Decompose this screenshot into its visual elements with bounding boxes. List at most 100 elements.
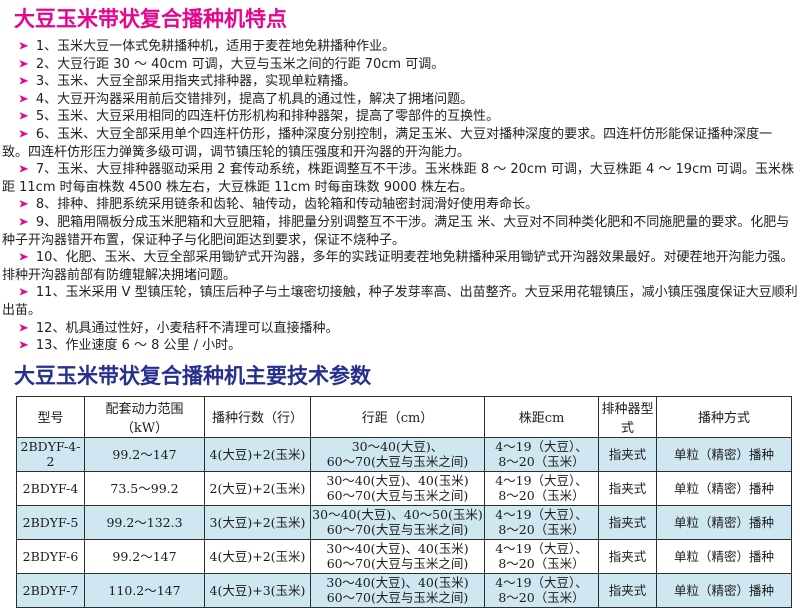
cell-model: 2BDYF-6 <box>16 538 85 574</box>
cell-power: 99.2～132.3 <box>84 504 205 540</box>
feature-text: 13、作业速度 6 ～ 8 公里 / 小时。 <box>35 338 242 354</box>
arrow-bullet-icon: ➤ <box>18 286 29 300</box>
arrow-bullet-icon: ➤ <box>18 39 29 54</box>
feature-text: 9、肥箱用隔板分成玉米肥箱和大豆肥箱，排肥量分别调整互不干涉。满足玉 米、大豆对… <box>2 214 790 248</box>
cell-meter-type: 指夹式 <box>598 572 657 608</box>
row-spacing-line1: 30～40(大豆)、40(玉米) <box>326 541 469 557</box>
feature-item: ➤ 10、化肥、玉米、大豆全部采用锄铲式开沟器，多年的实践证明麦茬地免耕播种采用锄… <box>2 249 798 284</box>
cell-rows-config: 3(大豆)+2(玉米) <box>204 504 311 540</box>
row-spacing-line1: 30～40(大豆)、40(玉米) <box>326 575 469 591</box>
table-row: 2BDYF-5 99.2～132.3 3(大豆)+2(玉米) 30～40(大豆)… <box>16 504 792 540</box>
row-spacing-line2: 60～70(大豆与玉米之间) <box>326 488 469 504</box>
cell-model: 2BDYF-4 <box>16 470 85 506</box>
plant-spacing-line2: 8～20（玉米） <box>498 454 585 470</box>
feature-text: 6、玉米、大豆全部采用单个四连杆仿形，播种深度分别控制，满足玉米、大豆对播种深度… <box>2 126 773 160</box>
feature-item: ➤ 2、大豆行距 30 ～ 40cm 可调，大豆与玉米之间的行距 70cm 可调。 <box>2 56 798 74</box>
arrow-bullet-icon: ➤ <box>18 92 29 107</box>
cell-plant-spacing: 4～19（大豆）、 8～20（玉米） <box>484 470 599 506</box>
arrow-bullet-icon: ➤ <box>18 198 29 212</box>
col-header-meter-type: 排种器型式 <box>598 395 657 438</box>
arrow-bullet-icon: ➤ <box>18 215 29 230</box>
feature-text: 2、大豆行距 30 ～ 40cm 可调，大豆与玉米之间的行距 70cm 可调。 <box>35 56 445 72</box>
feature-item: ➤ 1、玉米大豆一体式免耕播种机，适用于麦茬地免耕播种作业。 <box>2 38 798 56</box>
cell-seed-mode: 单粒（精密）播种 <box>656 436 792 472</box>
col-header-model: 型号 <box>16 395 85 438</box>
row-spacing-line2: 60～70(大豆与玉米之间) <box>326 454 469 470</box>
cell-row-spacing: 30～40(大豆)、 60～70(大豆与玉米之间) <box>310 436 485 472</box>
plant-spacing-line2: 8～20（玉米） <box>498 590 585 606</box>
table-row: 2BDYF-4-2 99.2～147 4(大豆)+2(玉米) 30～40(大豆)… <box>16 436 792 472</box>
plant-spacing-line2: 8～20（玉米） <box>498 556 585 572</box>
plant-spacing-line1: 4～19（大豆）、 <box>495 541 588 557</box>
feature-item: ➤ 4、大豆开沟器采用前后交错排列，提高了机具的通过性，解决了拥堵问题。 <box>2 91 798 109</box>
feature-item: ➤ 6、玉米、大豆全部采用单个四连杆仿形，播种深度分别控制，满足玉米、大豆对播种深… <box>2 126 798 161</box>
col-header-row-spacing: 行距（cm） <box>310 395 485 438</box>
cell-seed-mode: 单粒（精密）播种 <box>656 504 792 540</box>
specs-title: 大豆玉米带状复合播种机主要技术参数 <box>14 363 371 388</box>
col-header-plant-spacing: 株距cm <box>484 395 599 438</box>
cell-plant-spacing: 4～19（大豆）、 8～20（玉米） <box>484 538 599 574</box>
feature-text: 10、化肥、玉米、大豆全部采用锄铲式开沟器，多年的实践证明麦茬地免耕播种采用锄铲… <box>2 250 794 283</box>
feature-text: 5、玉米、大豆采用相同的四连杆仿形机构和排种器架，提高了零部件的互换性。 <box>35 109 500 125</box>
plant-spacing-line2: 8～20（玉米） <box>498 488 585 504</box>
row-spacing-line1: 30～40(大豆)、40～50(玉米) <box>312 507 483 523</box>
plant-spacing-line1: 4～19（大豆）、 <box>495 575 588 591</box>
cell-rows-config: 4(大豆)+3(玉米) <box>204 572 311 608</box>
feature-item: ➤ 8、排种、排肥系统采用链条和齿轮、轴传动，齿轮箱和传动轴密封润滑好使用寿命长。 <box>2 196 798 214</box>
row-spacing-line2: 60～70(大豆与玉米之间) <box>326 590 469 606</box>
feature-item: ➤ 5、玉米、大豆采用相同的四连杆仿形机构和排种器架，提高了零部件的互换性。 <box>2 108 798 126</box>
cell-meter-type: 指夹式 <box>598 436 657 472</box>
feature-text: 12、机具通过性好，小麦秸秆不清理可以直接播种。 <box>35 320 339 336</box>
cell-row-spacing: 30～40(大豆)、40(玉米) 60～70(大豆与玉米之间) <box>310 538 485 574</box>
col-header-rows: 播种行数（行） <box>204 395 311 438</box>
cell-model: 2BDYF-4-2 <box>16 436 85 472</box>
cell-meter-type: 指夹式 <box>598 470 657 506</box>
col-header-power: 配套动力范围（kW） <box>84 395 205 438</box>
table-row: 2BDYF-4 73.5～99.2 2(大豆)+2(玉米) 30～40(大豆)、… <box>16 470 792 506</box>
row-spacing-line1: 30～40(大豆)、 <box>351 439 444 455</box>
cell-seed-mode: 单粒（精密）播种 <box>656 538 792 574</box>
arrow-bullet-icon: ➤ <box>18 321 29 335</box>
feature-item: ➤ 11、玉米采用 V 型镇压轮，镇压后种子与土壤密切接触，种子发芽率高、出苗整齐… <box>2 284 798 319</box>
cell-plant-spacing: 4～19（大豆）、 8～20（玉米） <box>484 504 599 540</box>
features-title: 大豆玉米带状复合播种机特点 <box>14 7 287 31</box>
feature-text: 4、大豆开沟器采用前后交错排列，提高了机具的通过性，解决了拥堵问题。 <box>35 91 474 107</box>
table-row: 2BDYF-7 110.2～147 4(大豆)+3(玉米) 30～40(大豆)、… <box>16 572 792 608</box>
row-spacing-line2: 60～70(大豆与玉米之间) <box>326 522 469 538</box>
cell-meter-type: 指夹式 <box>598 504 657 540</box>
cell-model: 2BDYF-5 <box>16 504 85 540</box>
cell-power: 99.2～147 <box>84 538 205 574</box>
specs-table: 型号 配套动力范围（kW） 播种行数（行） 行距（cm） 株距cm 排种器型式 … <box>16 395 792 608</box>
arrow-bullet-icon: ➤ <box>18 162 29 177</box>
cell-meter-type: 指夹式 <box>598 538 657 574</box>
cell-power: 99.2～147 <box>84 436 205 472</box>
cell-rows-config: 4(大豆)+2(玉米) <box>204 538 311 574</box>
cell-plant-spacing: 4～19（大豆）、 8～20（玉米） <box>484 572 599 608</box>
cell-power: 110.2～147 <box>84 572 205 608</box>
feature-text: 3、玉米、大豆全部采用指夹式排种器，实现单粒精播。 <box>35 74 357 90</box>
cell-row-spacing: 30～40(大豆)、40(玉米) 60～70(大豆与玉米之间) <box>310 572 485 608</box>
table-header-row: 型号 配套动力范围（kW） 播种行数（行） 行距（cm） 株距cm 排种器型式 … <box>16 395 792 438</box>
arrow-bullet-icon: ➤ <box>18 110 29 124</box>
cell-rows-config: 2(大豆)+2(玉米) <box>204 470 311 506</box>
cell-plant-spacing: 4～19（大豆）、 8～20（玉米） <box>484 436 599 472</box>
arrow-bullet-icon: ➤ <box>18 338 29 353</box>
arrow-bullet-icon: ➤ <box>18 250 29 265</box>
feature-text: 11、玉米采用 V 型镇压轮，镇压后种子与土壤密切接触，种子发芽率高、出苗整齐。… <box>2 285 798 318</box>
feature-item: ➤ 7、玉米、大豆排种器驱动采用 2 套传动系统，株距调整互不干涉。玉米株距 8 … <box>2 161 798 196</box>
arrow-bullet-icon: ➤ <box>18 57 29 71</box>
feature-text: 7、玉米、大豆排种器驱动采用 2 套传动系统，株距调整互不干涉。玉米株距 8 ～… <box>2 162 795 195</box>
arrow-bullet-icon: ➤ <box>18 127 29 142</box>
plant-spacing-line1: 4～19（大豆）、 <box>495 473 588 489</box>
feature-item: ➤ 12、机具通过性好，小麦秸秆不清理可以直接播种。 <box>2 320 798 338</box>
plant-spacing-line2: 8～20（玉米） <box>498 522 585 538</box>
row-spacing-line2: 60～70(大豆与玉米之间) <box>326 556 469 572</box>
feature-item: ➤ 13、作业速度 6 ～ 8 公里 / 小时。 <box>2 337 798 355</box>
plant-spacing-line1: 4～19（大豆）、 <box>495 507 588 523</box>
col-header-seed-mode: 播种方式 <box>656 395 792 438</box>
cell-seed-mode: 单粒（精密）播种 <box>656 572 792 608</box>
feature-text: 8、排种、排肥系统采用链条和齿轮、轴传动，齿轮箱和传动轴密封润滑好使用寿命长。 <box>35 197 539 213</box>
feature-text: 1、玉米大豆一体式免耕播种机，适用于麦茬地免耕播种作业。 <box>35 39 396 54</box>
cell-seed-mode: 单粒（精密）播种 <box>656 470 792 506</box>
plant-spacing-line1: 4～19（大豆）、 <box>495 439 588 455</box>
